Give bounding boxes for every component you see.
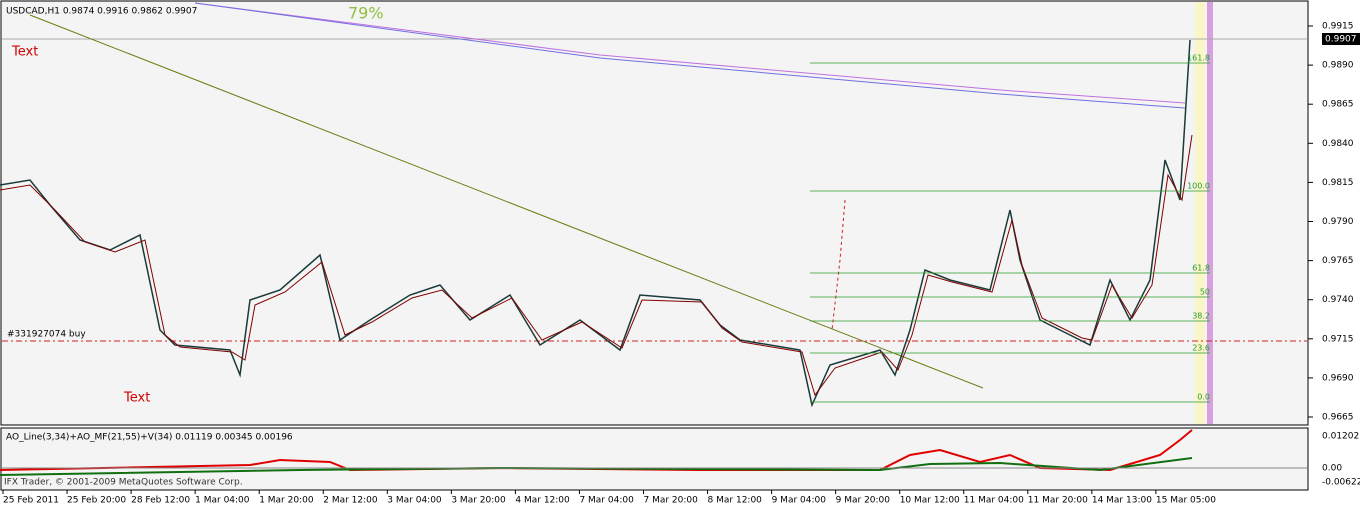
current-price-box <box>1322 33 1360 45</box>
projection-line <box>831 199 846 331</box>
price-label: 0.9865 <box>1322 100 1354 110</box>
time-label: 7 Mar 20:00 <box>644 496 699 506</box>
time-label: 11 Mar 04:00 <box>964 496 1024 506</box>
time-label: 28 Feb 12:00 <box>131 496 190 506</box>
highlight-band <box>1195 2 1205 424</box>
order-label: #331927074 buy <box>7 330 86 340</box>
chart-title: USDCAD,H1 0.9874 0.9916 0.9862 0.9907 <box>6 7 197 17</box>
time-label: 10 Mar 12:00 <box>900 496 960 506</box>
time-label: 3 Mar 04:00 <box>387 496 442 506</box>
ma-line <box>194 2 1186 104</box>
price-label: 0.9665 <box>1322 413 1354 423</box>
ao-line <box>0 429 1193 472</box>
price-label: 0.9815 <box>1322 178 1354 188</box>
price-label: 0.9790 <box>1322 217 1354 227</box>
time-label: 4 Mar 12:00 <box>515 496 570 506</box>
chart-text: Text <box>123 391 150 406</box>
session-band <box>1207 2 1213 424</box>
average-line <box>0 134 1193 397</box>
time-label: 14 Mar 13:00 <box>1092 496 1152 506</box>
time-label: 15 Mar 05:00 <box>1156 496 1216 506</box>
fib-label: 100.0 <box>1187 182 1210 191</box>
fib-label: 38.2 <box>1192 312 1210 321</box>
time-label: 11 Mar 20:00 <box>1028 496 1088 506</box>
price-label: 0.9840 <box>1322 139 1354 149</box>
chart-text: Text <box>11 45 38 60</box>
time-label: 7 Mar 04:00 <box>579 496 634 506</box>
copyright: IFX Trader, © 2001-2009 MetaQuotes Softw… <box>4 478 243 488</box>
price-label: 0.9715 <box>1322 334 1354 344</box>
time-label: 9 Mar 20:00 <box>836 496 891 506</box>
time-label: 25 Feb 2011 <box>3 496 59 506</box>
time-label: 25 Feb 20:00 <box>67 496 126 506</box>
fib-label: 161.8 <box>1187 54 1210 63</box>
time-label: 1 Mar 20:00 <box>259 496 314 506</box>
fib-label: 0.0 <box>1197 393 1210 402</box>
fib-label: 50 <box>1200 288 1210 297</box>
fib-label: 23.6 <box>1192 344 1210 353</box>
price-label: 0.9740 <box>1322 295 1354 305</box>
time-label: 2 Mar 12:00 <box>323 496 378 506</box>
price-label: 0.9890 <box>1322 61 1354 71</box>
indicator-axis-label: 0.01202 <box>1322 432 1359 442</box>
trend-line <box>29 14 984 389</box>
percent-label: 79% <box>348 4 384 23</box>
time-label: 3 Mar 20:00 <box>451 496 506 506</box>
time-label: 8 Mar 12:00 <box>708 496 763 506</box>
ma-line <box>194 2 1186 109</box>
current-price: 0.9907 <box>1325 35 1357 45</box>
ao-mf-line <box>0 457 1193 476</box>
price-label: 0.9765 <box>1322 256 1354 266</box>
indicator-panel <box>0 427 1309 491</box>
time-label: 9 Mar 04:00 <box>772 496 827 506</box>
fib-label: 61.8 <box>1192 264 1210 273</box>
indicator-title: AO_Line(3,34)+AO_MF(21,55)+V(34) 0.01119… <box>6 433 293 443</box>
indicator-axis-label: -0.00622 <box>1322 478 1360 488</box>
indicator-axis-label: 0.00 <box>1322 464 1342 474</box>
price-label: 0.9915 <box>1322 22 1354 32</box>
price-line <box>0 39 1191 408</box>
price-label: 0.9690 <box>1322 373 1354 383</box>
main-panel <box>0 0 1309 426</box>
time-label: 1 Mar 04:00 <box>195 496 250 506</box>
